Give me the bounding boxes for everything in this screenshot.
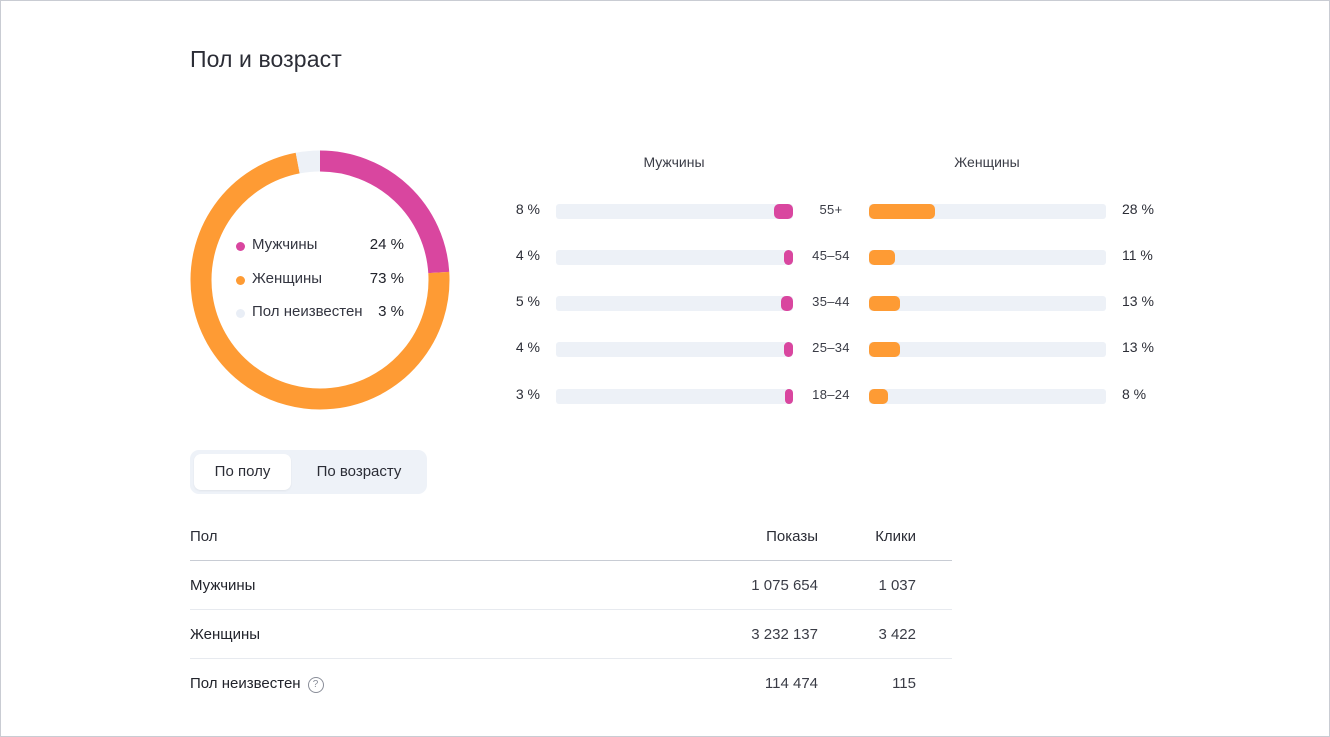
women-percent: 8 % [1122, 386, 1147, 402]
men-bar [781, 296, 793, 311]
row-clicks: 3 422 [878, 626, 916, 643]
women-bar [869, 250, 895, 265]
row-name: Мужчины [190, 577, 256, 594]
women-bar-track [869, 250, 1106, 265]
legend-label: Мужчины [252, 236, 318, 253]
legend-dot-unknown [236, 309, 245, 318]
men-bar-track [556, 389, 793, 404]
age-row: 4 % 45–54 11 % [500, 247, 1180, 267]
women-bar-track [869, 204, 1106, 219]
men-percent: 5 % [515, 293, 540, 309]
women-percent: 13 % [1122, 293, 1154, 309]
men-bar-track [556, 342, 793, 357]
row-name-wrap: Пол неизвестен? [190, 675, 324, 693]
donut-slice-men [319, 150, 450, 274]
men-bar [784, 342, 793, 357]
men-bar [774, 204, 793, 219]
row-shows: 3 232 137 [751, 626, 818, 643]
women-bar-track [869, 342, 1106, 357]
men-column-header: Мужчины [643, 154, 705, 170]
age-group-label: 25–34 [812, 340, 850, 355]
page-title: Пол и возраст [190, 46, 342, 72]
women-bar-track [869, 296, 1106, 311]
age-group-label: 35–44 [812, 294, 850, 309]
men-percent: 3 % [515, 386, 540, 402]
legend-dot-women [236, 275, 245, 285]
row-name: Пол неизвестен [190, 675, 301, 692]
row-shows: 1 075 654 [751, 577, 818, 594]
men-bar [785, 389, 793, 404]
gender-legend: Мужчины 24 % Женщины 73 % Пол неизвестен… [236, 236, 408, 337]
tab-by-age[interactable]: По возрасту [316, 463, 402, 480]
table-row: Мужчины 1 075 654 1 037 [190, 561, 952, 610]
table-row: Женщины 3 232 137 3 422 [190, 610, 952, 659]
row-name: Женщины [190, 626, 261, 643]
legend-item-unknown: Пол неизвестен 3 % [236, 303, 408, 337]
legend-label: Женщины [252, 269, 323, 287]
men-bar-track [556, 250, 793, 265]
legend-value: 3 % [378, 303, 404, 320]
column-header-clicks: Клики [875, 528, 916, 545]
row-shows: 114 474 [764, 675, 818, 692]
gender-donut-chart [190, 150, 450, 410]
row-clicks: 1 037 [878, 577, 916, 594]
donut-slice-women [190, 152, 450, 410]
age-group-label: 18–24 [812, 387, 850, 402]
women-percent: 28 % [1122, 201, 1154, 217]
legend-item-women: Женщины 73 % [236, 270, 408, 304]
column-header-shows: Показы [766, 528, 818, 545]
men-bar [784, 250, 793, 265]
legend-item-men: Мужчины 24 % [236, 236, 408, 270]
women-bar [869, 389, 888, 404]
view-switcher: По полу По возрасту [190, 450, 427, 494]
men-bar-track [556, 296, 793, 311]
row-clicks: 115 [892, 675, 916, 692]
men-percent: 8 % [515, 201, 540, 217]
age-row: 3 % 18–24 8 % [500, 386, 1180, 406]
donut-slice-unknown [295, 150, 321, 174]
tab-by-gender[interactable]: По полу [194, 454, 291, 490]
table-row: Пол неизвестен? 114 474 115 [190, 659, 952, 707]
age-group-label: 55+ [819, 202, 843, 217]
men-percent: 4 % [515, 339, 540, 355]
age-row: 5 % 35–44 13 % [500, 293, 1180, 313]
legend-value: 73 % [369, 269, 404, 287]
women-column-header: Женщины [954, 154, 1020, 170]
gender-stats-table: Пол Показы Клики Мужчины 1 075 654 1 037… [190, 512, 952, 707]
age-row: 8 % 55+ 28 % [500, 201, 1180, 221]
women-percent: 11 % [1122, 247, 1153, 263]
age-row: 4 % 25–34 13 % [500, 339, 1180, 359]
women-percent: 13 % [1122, 339, 1154, 355]
legend-value: 24 % [369, 236, 404, 253]
legend-label: Пол неизвестен [252, 303, 363, 320]
question-circle-icon[interactable]: ? [307, 677, 324, 693]
women-bar [869, 342, 900, 357]
women-bar [869, 296, 900, 311]
women-bar [869, 204, 935, 219]
table-header: Пол Показы Клики [190, 512, 952, 561]
donut-svg [190, 150, 450, 410]
men-percent: 4 % [515, 247, 540, 263]
women-bar-track [869, 389, 1106, 404]
legend-dot-men [236, 242, 245, 251]
men-bar-track [556, 204, 793, 219]
column-header-gender: Пол [190, 528, 218, 545]
age-group-label: 45–54 [812, 248, 850, 263]
